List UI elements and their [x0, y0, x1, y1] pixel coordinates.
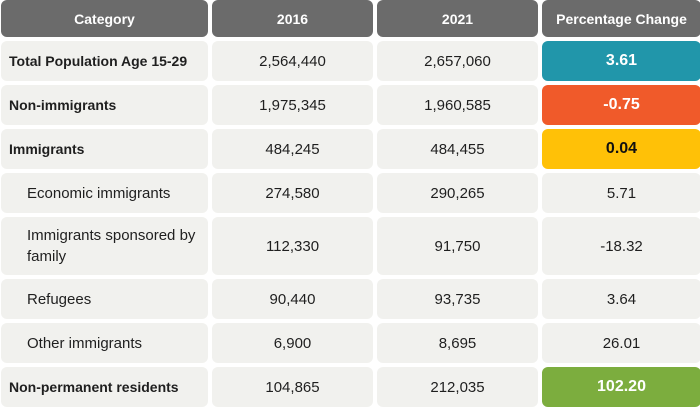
row-category-label: Total Population Age 15-29 — [1, 41, 208, 81]
row-percentage-change: 26.01 — [542, 323, 700, 363]
row-value-2021: 484,455 — [377, 129, 538, 169]
row-category-label: Refugees — [1, 279, 208, 319]
row-value-2021: 212,035 — [377, 367, 538, 407]
row-category-label: Immigrants sponsored by family — [1, 217, 208, 275]
row-value-2016: 2,564,440 — [212, 41, 373, 81]
row-value-2021: 2,657,060 — [377, 41, 538, 81]
row-value-2016: 6,900 — [212, 323, 373, 363]
row-category-label: Immigrants — [1, 129, 208, 169]
row-value-2016: 274,580 — [212, 173, 373, 213]
row-value-2016: 484,245 — [212, 129, 373, 169]
row-category-label: Non-permanent residents — [1, 367, 208, 407]
row-category-label: Economic immigrants — [1, 173, 208, 213]
row-percentage-change: 5.71 — [542, 173, 700, 213]
row-value-2016: 104,865 — [212, 367, 373, 407]
row-percentage-change: 0.04 — [542, 129, 700, 169]
header-2021: 2021 — [377, 0, 538, 37]
row-percentage-change: 3.61 — [542, 41, 700, 81]
row-value-2021: 93,735 — [377, 279, 538, 319]
row-percentage-change: -18.32 — [542, 217, 700, 275]
row-category-label: Other immigrants — [1, 323, 208, 363]
row-percentage-change: -0.75 — [542, 85, 700, 125]
row-value-2016: 90,440 — [212, 279, 373, 319]
row-value-2016: 112,330 — [212, 217, 373, 275]
row-percentage-change: 102.20 — [542, 367, 700, 407]
header-percentage-change: Percentage Change — [542, 0, 700, 37]
header-category: Category — [1, 0, 208, 37]
row-percentage-change: 3.64 — [542, 279, 700, 319]
row-category-label: Non-immigrants — [1, 85, 208, 125]
row-value-2021: 1,960,585 — [377, 85, 538, 125]
row-value-2021: 290,265 — [377, 173, 538, 213]
row-value-2021: 91,750 — [377, 217, 538, 275]
header-2016: 2016 — [212, 0, 373, 37]
row-value-2016: 1,975,345 — [212, 85, 373, 125]
row-value-2021: 8,695 — [377, 323, 538, 363]
